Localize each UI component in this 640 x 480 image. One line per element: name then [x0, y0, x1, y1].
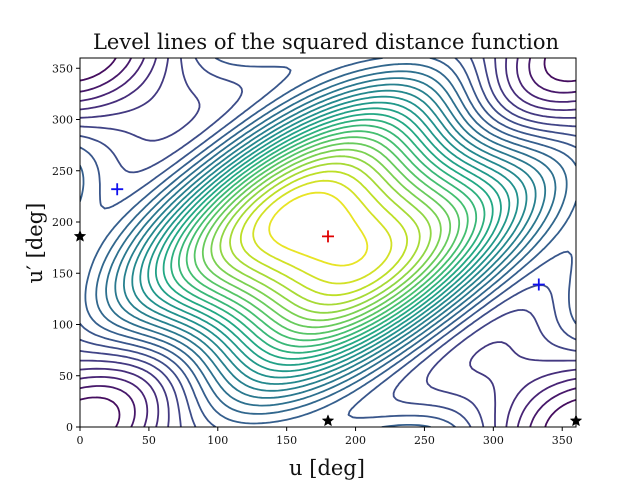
saddle-marker [532, 278, 545, 291]
y-tick-label: 200 [52, 216, 73, 229]
y-tick-label: 100 [52, 319, 73, 332]
contour-level [139, 95, 519, 379]
contour-level [105, 70, 557, 407]
contour-level [114, 77, 547, 399]
contour-level [147, 101, 511, 373]
contour-level [80, 58, 576, 427]
x-tick-label: 250 [414, 434, 435, 447]
x-tick-label: 200 [345, 434, 366, 447]
contour-level [229, 162, 421, 306]
contour-level [80, 58, 576, 427]
saddle-marker [111, 183, 124, 196]
contour-level [95, 63, 568, 415]
x-tick-label: 50 [142, 434, 156, 447]
maximum-marker [322, 230, 334, 243]
contour-level [80, 58, 576, 427]
contour-level [80, 58, 576, 427]
chart-title: Level lines of the squared distance func… [93, 30, 559, 54]
contour-level [193, 136, 461, 335]
contour-level [80, 58, 576, 427]
y-tick-label: 150 [52, 267, 73, 280]
contour-level [80, 58, 576, 427]
contour-level [155, 107, 502, 366]
y-axis-label: u′ [deg] [23, 203, 47, 284]
x-tick-label: 0 [77, 434, 84, 447]
minimum-marker [321, 414, 335, 427]
contour-level [170, 118, 486, 354]
y-tick-label: 300 [52, 114, 73, 127]
y-axis: 0 50 100 150 200 250 300 350 [52, 62, 80, 434]
x-axis-label: u [deg] [289, 456, 365, 480]
contour-level [178, 124, 478, 348]
contour-level [123, 83, 537, 392]
contour-level [239, 170, 408, 297]
y-tick-label: 350 [52, 62, 73, 75]
contour-level [219, 155, 432, 314]
x-axis: 0 50 100 150 200 250 300 350 [77, 427, 573, 447]
contour-level [162, 113, 494, 360]
contour-level [185, 130, 469, 342]
y-tick-label: 0 [66, 421, 73, 434]
x-tick-label: 350 [552, 434, 573, 447]
y-tick-label: 50 [59, 370, 73, 383]
x-tick-label: 100 [207, 434, 228, 447]
contour-level [80, 58, 576, 427]
y-tick-label: 250 [52, 165, 73, 178]
plot-frame [79, 57, 577, 428]
x-tick-label: 300 [483, 434, 504, 447]
contour-lines [80, 58, 576, 427]
contour-level [201, 142, 452, 329]
x-tick-label: 150 [276, 434, 297, 447]
contour-level [252, 179, 393, 285]
contour-level [210, 148, 442, 322]
contour-level [131, 89, 528, 385]
contour-level [268, 191, 369, 267]
